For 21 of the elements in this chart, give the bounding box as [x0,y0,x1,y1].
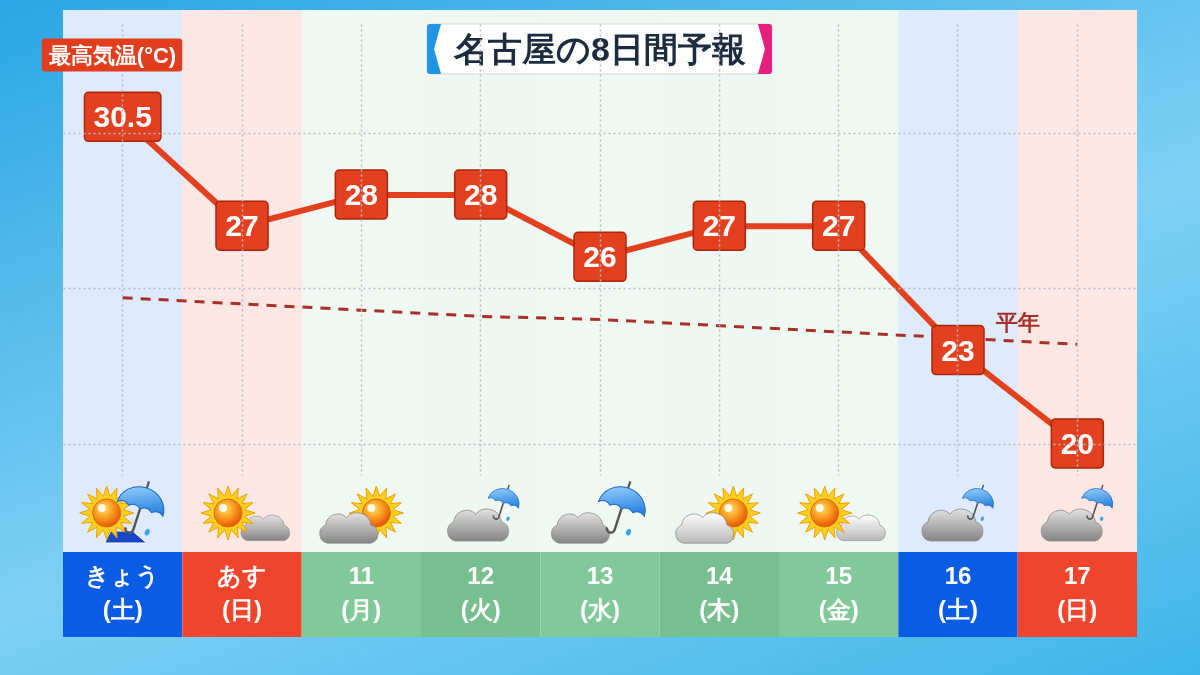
x-tick-label: 14 (木) [699,561,740,623]
data-label: 27 [821,209,856,243]
data-label: 28 [344,178,379,212]
data-label: 28 [463,178,498,212]
data-label: 20 [1060,426,1095,460]
x-tick-label: 13 (水) [580,561,620,623]
data-label: 27 [702,209,737,243]
data-label: 26 [583,240,617,274]
series-label: 平年 [995,310,1041,336]
data-label: 27 [225,209,259,243]
x-tick-label: きょう (土) [85,561,161,623]
x-tick-label: 11 (月) [341,561,382,623]
data-label: 30.5 [93,100,152,134]
x-tick-label: 15 (金) [818,561,859,623]
chart-title: 名古屋の8日間予報 [453,30,746,68]
data-label: 23 [941,333,975,367]
x-tick-label: 12 (火) [460,561,501,623]
x-tick-label: 17 (日) [1057,561,1098,623]
x-tick-label: 16 (土) [938,561,978,623]
x-tick-label: あす (日) [217,561,267,623]
y-axis-title: 最高気温(°C) [47,42,177,68]
